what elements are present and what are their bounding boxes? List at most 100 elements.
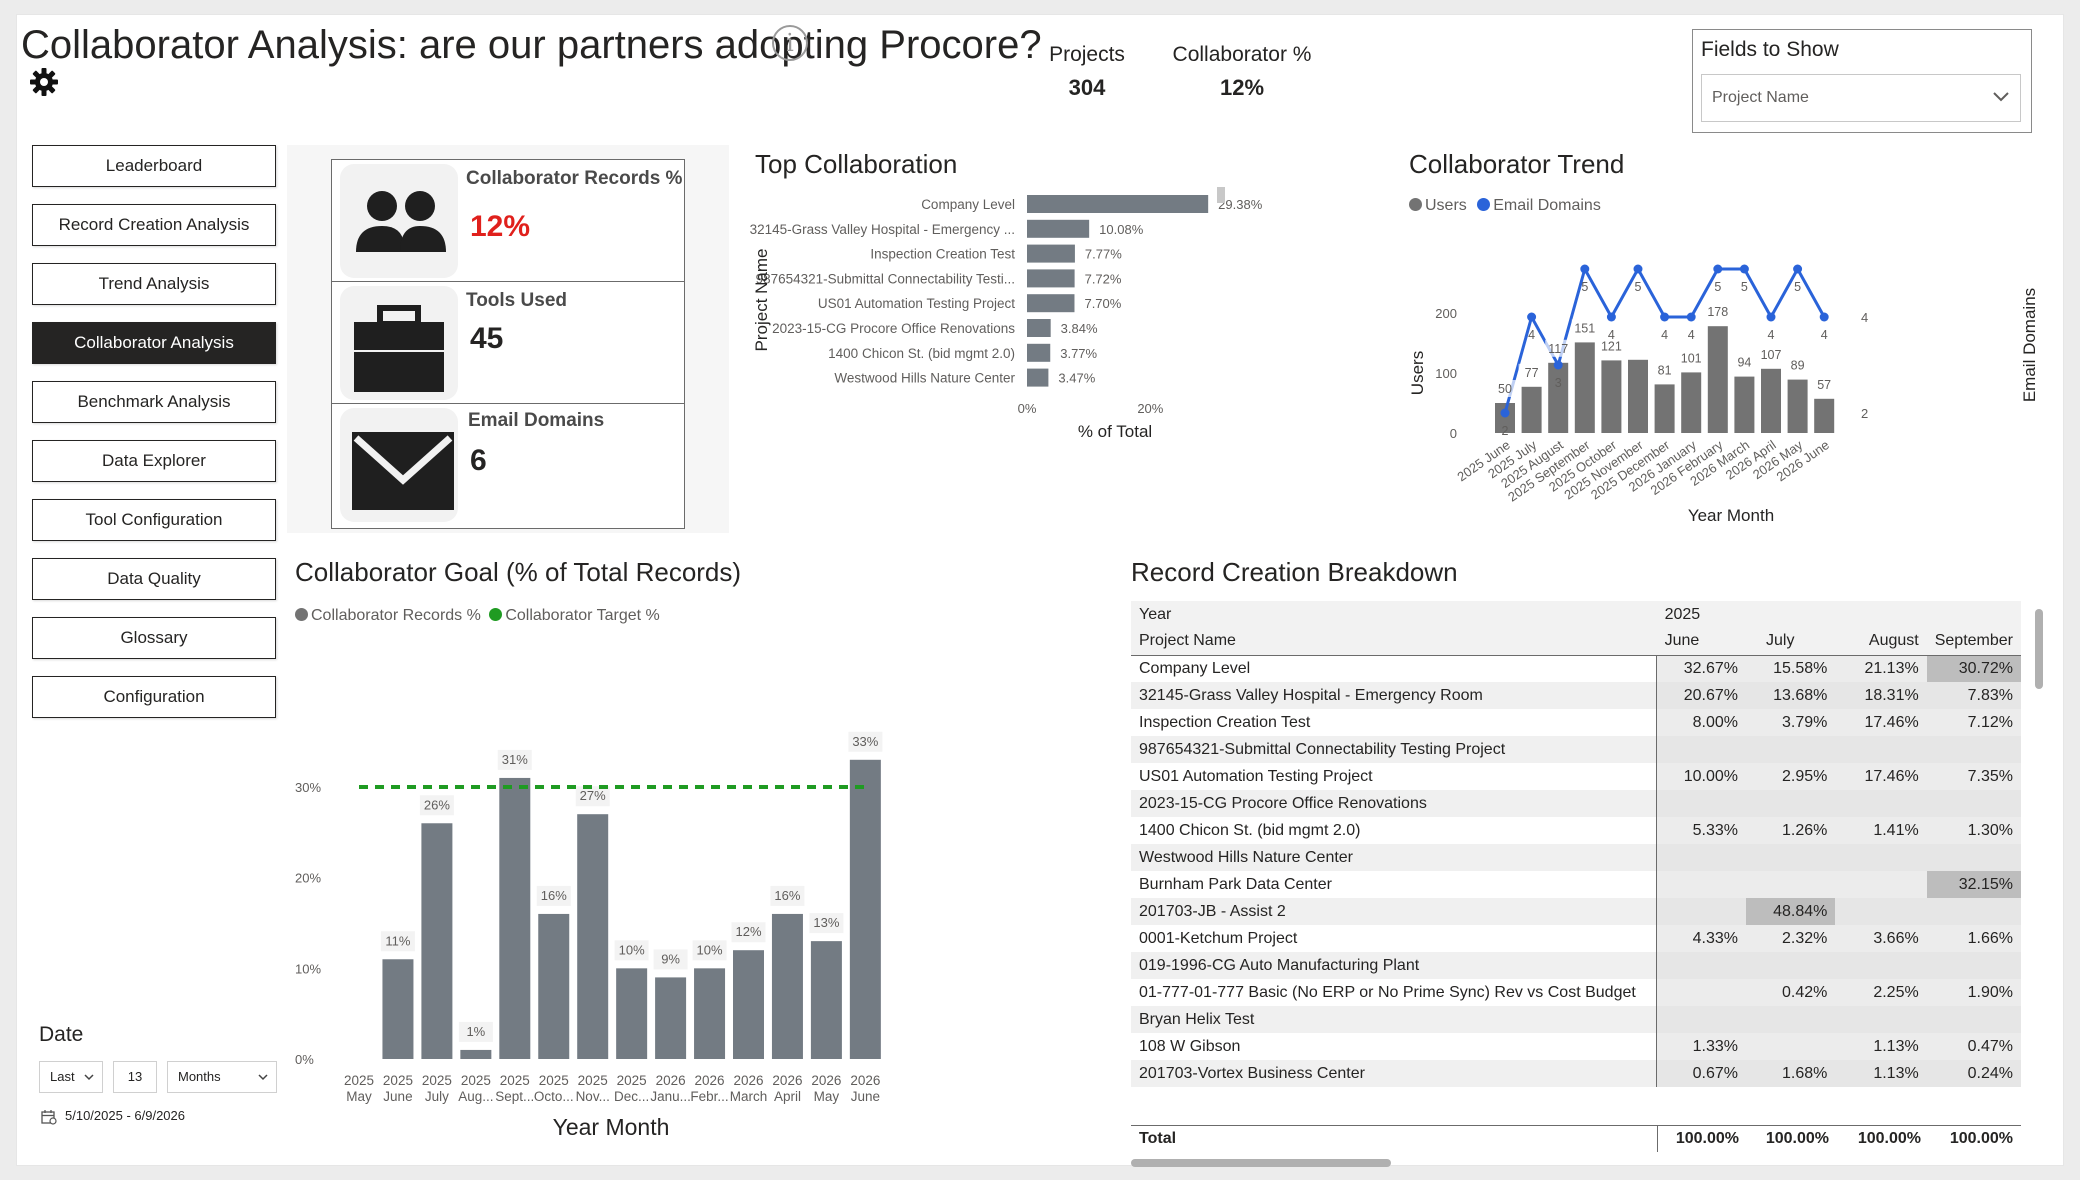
email-domains-data-label: 4 bbox=[1821, 328, 1828, 342]
legend-label: Email Domains bbox=[1493, 197, 1601, 214]
row-value-cell bbox=[1745, 871, 1836, 898]
y-tick-label: 0% bbox=[295, 1052, 314, 1067]
table-row[interactable]: 019-1996-CG Auto Manufacturing Plant bbox=[1131, 952, 2021, 979]
bar bbox=[1027, 319, 1051, 337]
date-unit-dropdown[interactable]: Months bbox=[167, 1061, 277, 1093]
row-value-cell: 0.47% bbox=[1926, 1033, 2021, 1060]
legend-collaborator-records[interactable]: Collaborator Records % bbox=[295, 607, 481, 624]
row-value-cell bbox=[1656, 871, 1746, 898]
row-value-cell: 1.66% bbox=[1926, 925, 2021, 952]
x-tick-year: 2026 bbox=[733, 1073, 763, 1088]
date-mode-dropdown[interactable]: Last bbox=[39, 1061, 103, 1093]
table-row[interactable]: 108 W Gibson 1.33% 1.13% 0.47% bbox=[1131, 1033, 2021, 1060]
table-row[interactable]: 32145-Grass Valley Hospital - Emergency … bbox=[1131, 682, 2021, 709]
label-background bbox=[653, 949, 688, 970]
visual-title: Record Creation Breakdown bbox=[1131, 557, 1458, 587]
table-row[interactable]: 0001-Ketchum Project 4.33% 2.32% 3.66% 1.66% bbox=[1131, 925, 2021, 952]
matrix-column-header[interactable]: August bbox=[1868, 632, 1919, 650]
table-row[interactable]: 1400 Chicon St. (bid mgmt 2.0) 5.33% 1.26%… bbox=[1131, 817, 2021, 844]
table-row[interactable]: US01 Automation Testing Project 10.00% 2.9… bbox=[1131, 763, 2021, 790]
row-value-cell: 7.12% bbox=[1926, 709, 2021, 736]
label-background bbox=[1731, 353, 1758, 371]
cards-panel: Collaborator Records % 12% Tools Used 45 bbox=[287, 145, 729, 533]
info-icon[interactable]: i bbox=[772, 25, 808, 61]
nav-trend-analysis[interactable]: Trend Analysis bbox=[32, 263, 276, 305]
table-row[interactable]: 201703-JB - Assist 2 48.84% bbox=[1131, 898, 2021, 925]
top-collaboration-panel: Top Collaboration Company Level 29.38% 321… bbox=[747, 145, 1385, 533]
nav-configuration[interactable]: Configuration bbox=[32, 676, 276, 718]
card-tools-used: Tools Used 45 bbox=[332, 282, 684, 404]
matrix-column-header[interactable]: September bbox=[1934, 632, 2013, 650]
date-count-input[interactable]: 13 bbox=[113, 1061, 157, 1093]
y-right-axis-title: Email Domains bbox=[2020, 288, 2039, 402]
nav-glossary[interactable]: Glossary bbox=[32, 617, 276, 659]
kpi-projects: Projects 304 bbox=[1017, 43, 1157, 101]
horizontal-scrollbar[interactable] bbox=[1131, 1159, 1391, 1167]
x-tick-month: June bbox=[383, 1089, 412, 1104]
email-domains-point bbox=[1527, 312, 1537, 322]
label-background bbox=[1518, 363, 1545, 381]
legend-email-domains[interactable]: Email Domains bbox=[1477, 197, 1601, 214]
table-row[interactable]: Company Level 32.67% 15.58% 21.13% 30.72% bbox=[1131, 655, 2021, 682]
row-value-cell: 18.31% bbox=[1835, 682, 1927, 709]
legend-label: Collaborator Target % bbox=[505, 607, 660, 624]
row-project-name: Bryan Helix Test bbox=[1131, 1006, 1658, 1033]
records-data-label: 13% bbox=[813, 915, 839, 930]
x-tick-month: May bbox=[814, 1089, 840, 1104]
matrix-column-header[interactable]: July bbox=[1765, 632, 1795, 650]
matrix-column-header[interactable]: June bbox=[1664, 632, 1700, 650]
records-bar bbox=[733, 950, 764, 1059]
table-row[interactable]: 01-777-01-777 Basic (No ERP or No Prime … bbox=[1131, 979, 2021, 1006]
label-background bbox=[1784, 356, 1811, 374]
label-background bbox=[614, 940, 649, 961]
nav-benchmark-analysis[interactable]: Benchmark Analysis bbox=[32, 381, 276, 423]
row-value-cell bbox=[1745, 844, 1836, 871]
y-left-tick-label: 100 bbox=[1435, 366, 1457, 381]
goal-legend: Collaborator Records % Collaborator Targ… bbox=[295, 607, 660, 625]
row-project-name: 0001-Ketchum Project bbox=[1131, 925, 1658, 952]
briefcase-icon bbox=[340, 286, 458, 400]
row-project-name: 32145-Grass Valley Hospital - Emergency … bbox=[1131, 682, 1658, 709]
x-tick-year: 2025 bbox=[461, 1073, 491, 1088]
users-data-label: 89 bbox=[1791, 359, 1805, 373]
vertical-scrollbar[interactable] bbox=[2035, 609, 2043, 689]
nav-tool-configuration[interactable]: Tool Configuration bbox=[32, 499, 276, 541]
row-value-cell bbox=[1835, 952, 1927, 979]
bar-category-label: Company Level bbox=[921, 197, 1015, 212]
x-tick-year: 2026 bbox=[695, 1073, 725, 1088]
legend-dot bbox=[1477, 198, 1491, 211]
x-tick-label: 0% bbox=[1018, 401, 1037, 416]
x-tick-month: Febr... bbox=[690, 1089, 728, 1104]
table-row[interactable]: Burnham Park Data Center 32.15% bbox=[1131, 871, 2021, 898]
nav-data-quality[interactable]: Data Quality bbox=[32, 558, 276, 600]
table-row[interactable]: 987654321-Submittal Connectability Testi… bbox=[1131, 736, 2021, 763]
card-value: 45 bbox=[470, 322, 504, 355]
matrix-header-cell: 2025 bbox=[1664, 605, 1701, 623]
nav-record-creation-analysis[interactable]: Record Creation Analysis bbox=[32, 204, 276, 246]
x-tick-year: 2025 bbox=[500, 1073, 530, 1088]
fields-dropdown[interactable]: Project Name bbox=[1701, 74, 2021, 122]
nav-collaborator-analysis[interactable]: Collaborator Analysis bbox=[32, 322, 276, 364]
bar-data-label: 3.84% bbox=[1061, 321, 1098, 336]
nav-data-explorer[interactable]: Data Explorer bbox=[32, 440, 276, 482]
card-label: Tools Used bbox=[466, 290, 567, 311]
records-data-label: 11% bbox=[385, 933, 410, 948]
legend-users[interactable]: Users bbox=[1409, 197, 1467, 214]
table-row[interactable]: Westwood Hills Nature Center bbox=[1131, 844, 2021, 871]
label-background bbox=[575, 786, 610, 807]
x-tick-year: 2025 bbox=[344, 1073, 374, 1088]
row-value-cell bbox=[1745, 736, 1836, 763]
row-value-cell: 2.32% bbox=[1745, 925, 1836, 952]
table-row[interactable]: 201703-Vortex Business Center 0.67% 1.68% 1… bbox=[1131, 1060, 2021, 1087]
table-row[interactable]: Inspection Creation Test 8.00% 3.79% 17.46%… bbox=[1131, 709, 2021, 736]
legend-collaborator-target[interactable]: Collaborator Target % bbox=[489, 607, 660, 624]
table-row[interactable]: Bryan Helix Test bbox=[1131, 1006, 2021, 1033]
records-data-label: 26% bbox=[424, 797, 450, 812]
table-row[interactable]: 2023-15-CG Procore Office Renovations bbox=[1131, 790, 2021, 817]
nav-leaderboard[interactable]: Leaderboard bbox=[32, 145, 276, 187]
legend-dot bbox=[489, 608, 503, 621]
record-creation-matrix: Year 2025 Project Name June July August … bbox=[1131, 601, 2021, 1087]
settings-gear-icon[interactable] bbox=[29, 67, 59, 97]
row-value-cell: 0.24% bbox=[1926, 1060, 2021, 1087]
x-tick-year: 2026 bbox=[656, 1073, 686, 1088]
